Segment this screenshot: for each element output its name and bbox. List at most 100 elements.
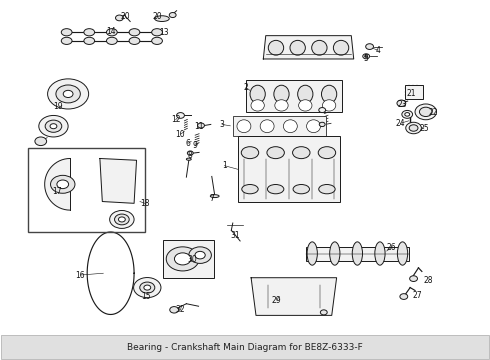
Circle shape [397, 100, 406, 107]
Circle shape [144, 285, 151, 290]
Bar [0, 335, 490, 359]
Circle shape [409, 125, 418, 131]
Text: 8: 8 [188, 151, 193, 160]
Circle shape [366, 44, 373, 49]
Circle shape [320, 310, 327, 315]
Circle shape [405, 113, 410, 116]
Ellipse shape [210, 195, 219, 198]
Ellipse shape [242, 185, 258, 194]
Ellipse shape [290, 40, 305, 55]
Circle shape [402, 111, 413, 118]
Bar [163, 240, 215, 278]
Ellipse shape [318, 185, 335, 194]
Ellipse shape [241, 147, 259, 159]
Ellipse shape [186, 158, 191, 160]
Circle shape [319, 122, 325, 127]
Ellipse shape [283, 120, 297, 132]
Text: 29: 29 [272, 296, 282, 305]
Circle shape [174, 253, 191, 265]
Bar [306, 247, 409, 261]
Circle shape [197, 123, 204, 128]
Text: 24: 24 [395, 119, 405, 128]
Ellipse shape [375, 242, 385, 265]
Ellipse shape [268, 185, 284, 194]
Text: 16: 16 [75, 270, 85, 279]
Circle shape [169, 13, 176, 18]
Text: 5: 5 [364, 54, 368, 63]
Text: 12: 12 [171, 115, 180, 124]
Text: 11: 11 [194, 122, 203, 131]
Polygon shape [251, 278, 337, 315]
Circle shape [110, 211, 134, 228]
Circle shape [187, 151, 193, 155]
Circle shape [406, 122, 421, 134]
Ellipse shape [106, 29, 117, 36]
Ellipse shape [250, 85, 265, 103]
Ellipse shape [307, 242, 318, 265]
Ellipse shape [155, 16, 169, 22]
Text: 31: 31 [230, 231, 240, 240]
Ellipse shape [129, 37, 140, 44]
Circle shape [400, 294, 408, 300]
Ellipse shape [106, 37, 117, 44]
Ellipse shape [330, 242, 340, 265]
Text: 28: 28 [423, 276, 433, 285]
Ellipse shape [293, 185, 310, 194]
Text: 3: 3 [220, 120, 224, 129]
Circle shape [170, 307, 178, 313]
Ellipse shape [274, 85, 289, 103]
Ellipse shape [333, 40, 349, 55]
Text: 14: 14 [106, 27, 116, 36]
Circle shape [195, 251, 205, 259]
Ellipse shape [275, 100, 288, 111]
Polygon shape [263, 36, 354, 59]
Text: 19: 19 [53, 102, 63, 111]
Circle shape [45, 120, 62, 132]
Ellipse shape [61, 29, 72, 36]
Ellipse shape [397, 242, 408, 265]
Circle shape [419, 107, 432, 117]
Text: 25: 25 [419, 124, 429, 133]
Bar [405, 85, 423, 99]
Ellipse shape [129, 29, 140, 36]
Circle shape [319, 108, 326, 113]
Text: 2: 2 [244, 83, 248, 92]
Ellipse shape [321, 85, 337, 103]
Ellipse shape [298, 100, 312, 111]
Circle shape [39, 116, 68, 137]
Ellipse shape [61, 37, 72, 44]
Bar [233, 116, 326, 136]
Ellipse shape [297, 85, 313, 103]
Ellipse shape [318, 147, 336, 159]
Text: 17: 17 [52, 187, 62, 196]
Ellipse shape [84, 29, 95, 36]
Text: Bearing - Crankshaft Main Diagram for BE8Z-6333-F: Bearing - Crankshaft Main Diagram for BE… [127, 343, 363, 352]
Circle shape [116, 15, 123, 21]
Text: 22: 22 [428, 108, 438, 117]
Circle shape [140, 282, 155, 293]
Circle shape [56, 85, 80, 103]
Circle shape [134, 278, 161, 298]
Circle shape [57, 180, 69, 189]
Circle shape [115, 214, 129, 225]
Ellipse shape [267, 147, 284, 159]
Circle shape [50, 175, 75, 193]
Text: 26: 26 [387, 243, 396, 252]
Circle shape [415, 104, 437, 120]
Ellipse shape [293, 147, 310, 159]
Circle shape [189, 247, 211, 264]
Text: 13: 13 [160, 28, 169, 37]
Text: 23: 23 [397, 100, 407, 109]
Circle shape [119, 217, 125, 222]
Text: 18: 18 [140, 199, 149, 208]
Ellipse shape [251, 100, 264, 111]
Text: 21: 21 [406, 89, 416, 98]
Ellipse shape [84, 37, 95, 44]
Ellipse shape [269, 40, 284, 55]
Circle shape [410, 276, 417, 282]
Text: 6: 6 [185, 139, 190, 148]
Polygon shape [100, 158, 137, 203]
Text: 30: 30 [187, 256, 197, 265]
Ellipse shape [237, 120, 251, 132]
Bar [27, 148, 145, 232]
